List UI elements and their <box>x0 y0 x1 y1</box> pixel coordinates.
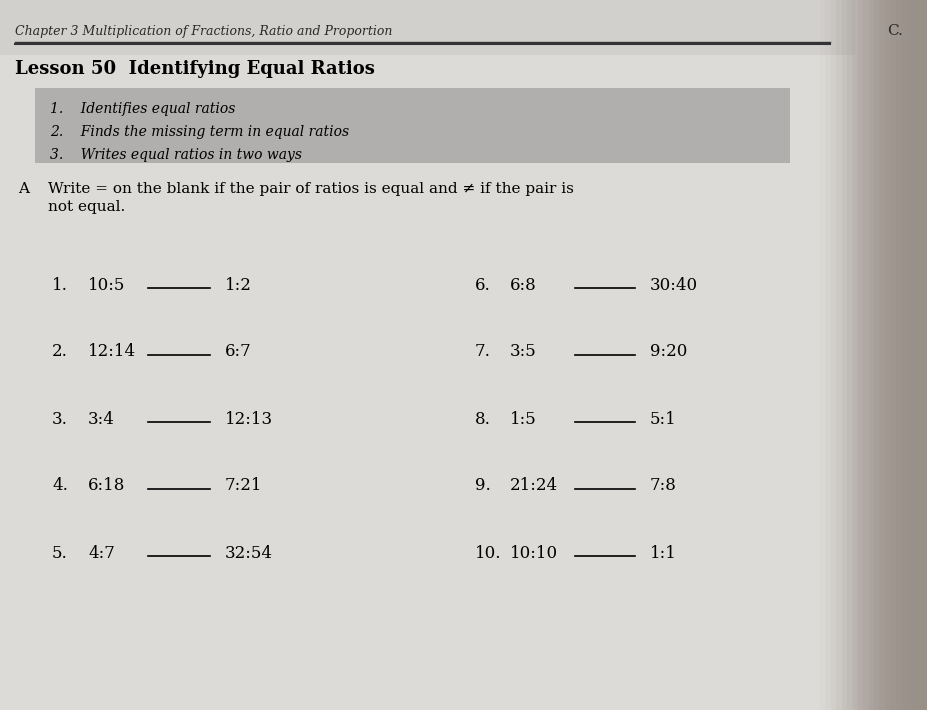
Text: A: A <box>18 182 29 196</box>
Text: 21:24: 21:24 <box>510 478 557 494</box>
Text: 12:13: 12:13 <box>224 410 273 427</box>
Text: not equal.: not equal. <box>48 200 125 214</box>
Text: 9.: 9. <box>475 478 490 494</box>
Text: 1:5: 1:5 <box>510 410 536 427</box>
Text: 6.: 6. <box>475 276 490 293</box>
Text: 4:7: 4:7 <box>88 545 115 562</box>
FancyBboxPatch shape <box>862 0 927 710</box>
Text: 5.: 5. <box>52 545 68 562</box>
Text: Chapter 3 Multiplication of Fractions, Ratio and Proportion: Chapter 3 Multiplication of Fractions, R… <box>15 25 392 38</box>
Text: 7.: 7. <box>475 344 490 361</box>
FancyBboxPatch shape <box>868 0 927 710</box>
Text: 9:20: 9:20 <box>649 344 687 361</box>
Text: 6:18: 6:18 <box>88 478 125 494</box>
FancyBboxPatch shape <box>900 0 927 710</box>
FancyBboxPatch shape <box>879 0 927 710</box>
FancyBboxPatch shape <box>921 0 927 710</box>
Text: Write = on the blank if the pair of ratios is equal and ≠ if the pair is: Write = on the blank if the pair of rati… <box>48 182 573 196</box>
Text: 10:10: 10:10 <box>510 545 557 562</box>
FancyBboxPatch shape <box>889 0 927 710</box>
Text: 32:54: 32:54 <box>224 545 273 562</box>
Text: 5:1: 5:1 <box>649 410 676 427</box>
Text: 6:8: 6:8 <box>510 276 536 293</box>
Text: 30:40: 30:40 <box>649 276 697 293</box>
FancyBboxPatch shape <box>852 0 927 710</box>
FancyBboxPatch shape <box>911 0 927 710</box>
Text: 1.: 1. <box>52 276 68 293</box>
FancyBboxPatch shape <box>895 0 927 710</box>
Text: 4.: 4. <box>52 478 68 494</box>
Text: 7:21: 7:21 <box>224 478 262 494</box>
FancyBboxPatch shape <box>0 0 854 710</box>
FancyBboxPatch shape <box>873 0 927 710</box>
Text: 10:5: 10:5 <box>88 276 125 293</box>
Text: 12:14: 12:14 <box>88 344 136 361</box>
Text: 3.    Writes equal ratios in two ways: 3. Writes equal ratios in two ways <box>50 148 301 162</box>
FancyBboxPatch shape <box>824 0 927 710</box>
Text: 2.    Finds the missing term in equal ratios: 2. Finds the missing term in equal ratio… <box>50 125 349 139</box>
FancyBboxPatch shape <box>857 0 927 710</box>
FancyBboxPatch shape <box>830 0 927 710</box>
FancyBboxPatch shape <box>883 0 927 710</box>
Text: 1:1: 1:1 <box>649 545 676 562</box>
FancyBboxPatch shape <box>835 0 927 710</box>
Text: C.: C. <box>886 24 902 38</box>
FancyBboxPatch shape <box>846 0 927 710</box>
Text: 3:5: 3:5 <box>510 344 536 361</box>
Text: 6:7: 6:7 <box>224 344 251 361</box>
Text: 8.: 8. <box>475 410 490 427</box>
FancyBboxPatch shape <box>916 0 927 710</box>
FancyBboxPatch shape <box>906 0 927 710</box>
Text: 10.: 10. <box>475 545 501 562</box>
Text: 1:2: 1:2 <box>224 276 251 293</box>
FancyBboxPatch shape <box>35 88 789 163</box>
Text: 7:8: 7:8 <box>649 478 676 494</box>
Text: 3:4: 3:4 <box>88 410 115 427</box>
Text: Lesson 50  Identifying Equal Ratios: Lesson 50 Identifying Equal Ratios <box>15 60 375 78</box>
Text: 3.: 3. <box>52 410 68 427</box>
FancyBboxPatch shape <box>841 0 927 710</box>
FancyBboxPatch shape <box>0 0 854 55</box>
Text: 1.    Identifies equal ratios: 1. Identifies equal ratios <box>50 102 235 116</box>
Text: 2.: 2. <box>52 344 68 361</box>
